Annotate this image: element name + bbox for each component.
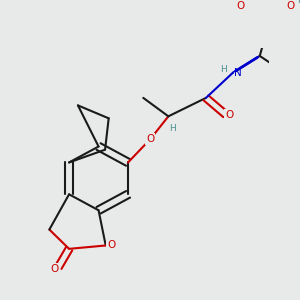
Text: H: H: [220, 65, 227, 74]
Text: O: O: [286, 1, 294, 10]
Text: O: O: [146, 134, 154, 144]
Text: O: O: [107, 241, 115, 250]
Text: N: N: [234, 68, 242, 78]
Text: O: O: [51, 264, 59, 274]
Text: H: H: [298, 0, 300, 5]
Text: H: H: [169, 124, 176, 133]
Text: O: O: [225, 110, 233, 120]
Text: O: O: [236, 1, 244, 10]
